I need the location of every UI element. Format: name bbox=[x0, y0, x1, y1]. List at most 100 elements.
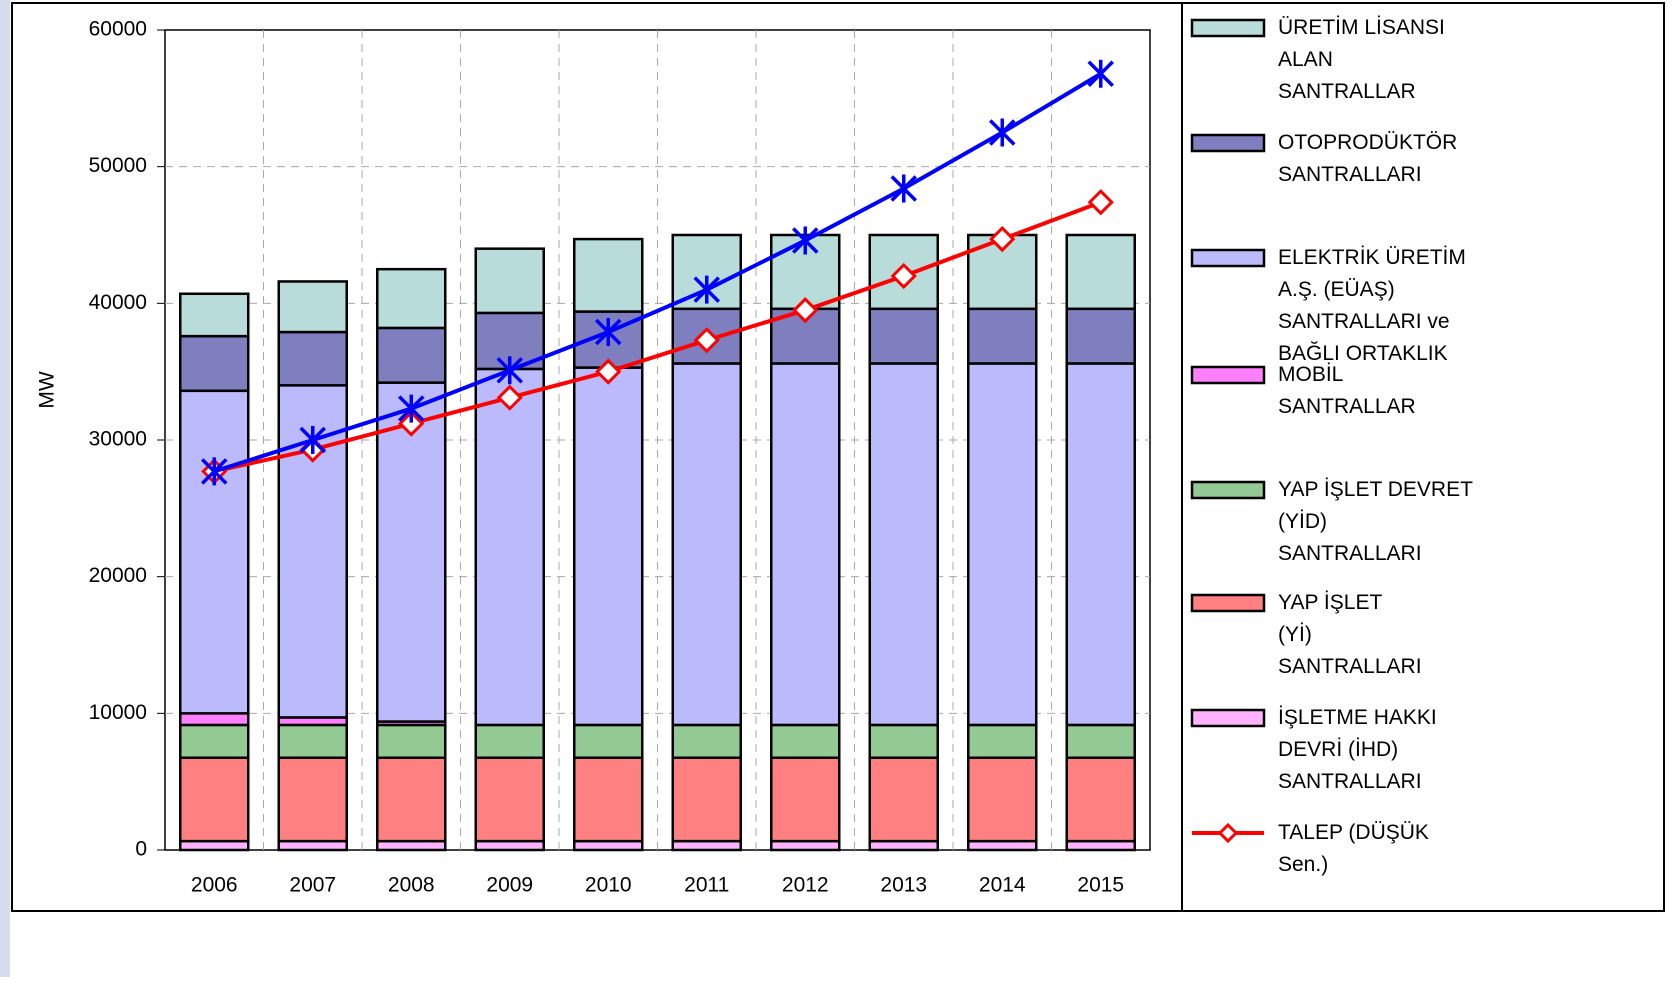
bar-segment bbox=[376, 381, 447, 723]
bar-segment bbox=[868, 756, 939, 843]
bar-segment bbox=[770, 839, 841, 852]
bar-segment bbox=[179, 389, 250, 715]
marker bbox=[989, 225, 1016, 253]
bar-segment bbox=[376, 267, 447, 330]
bar-segment bbox=[967, 362, 1038, 727]
y-tick-label: 0 bbox=[135, 838, 147, 861]
legend-label: ÜRETİM LİSANSI ALAN SANTRALLAR bbox=[1278, 16, 1445, 103]
bar-segment bbox=[376, 723, 447, 760]
x-tick-label: 2008 bbox=[388, 874, 435, 897]
marker bbox=[890, 262, 917, 290]
bar-segment bbox=[967, 723, 1038, 760]
bar-segment bbox=[277, 330, 348, 387]
bar-segment bbox=[277, 723, 348, 760]
marker bbox=[398, 410, 425, 437]
bar-segment bbox=[179, 723, 250, 760]
x-tick-label: 2013 bbox=[880, 874, 927, 897]
bar-segment bbox=[770, 723, 841, 760]
legend-swatch bbox=[1190, 365, 1266, 385]
legend-swatch bbox=[1190, 593, 1266, 613]
legend-label: MOBİL SANTRALLAR bbox=[1278, 363, 1416, 418]
marker bbox=[693, 327, 720, 354]
x-tick-label: 2014 bbox=[979, 874, 1026, 897]
legend-marker bbox=[1217, 822, 1239, 844]
bar-segment bbox=[179, 712, 250, 727]
legend-swatch bbox=[1190, 248, 1266, 268]
bar-segment bbox=[671, 756, 742, 843]
x-tick-label: 2015 bbox=[1077, 874, 1124, 897]
legend-label: İŞLETME HAKKI DEVRİ (İHD) SANTRALLARI bbox=[1278, 706, 1437, 793]
legend-swatch bbox=[1190, 133, 1266, 153]
y-tick-label: 50000 bbox=[89, 154, 147, 177]
legend-label: ELEKTRİK ÜRETİM A.Ş. (EÜAŞ) SANTRALLARI ve… bbox=[1278, 246, 1466, 365]
bar-segment bbox=[376, 756, 447, 843]
bar-segment bbox=[573, 723, 644, 760]
bar-segment bbox=[967, 756, 1038, 843]
x-tick-label: 2011 bbox=[684, 874, 729, 897]
bar-segment bbox=[1065, 723, 1136, 760]
bar-segment bbox=[868, 307, 939, 365]
bar-segment bbox=[474, 723, 545, 760]
marker bbox=[398, 394, 425, 423]
legend-label: YAP İŞLET (Yİ) SANTRALLARI bbox=[1278, 591, 1422, 678]
marker bbox=[1087, 189, 1114, 216]
x-tick-label: 2006 bbox=[191, 874, 238, 897]
bar-segment bbox=[770, 756, 841, 843]
bar-segment bbox=[671, 839, 742, 852]
bar-segment bbox=[868, 362, 939, 727]
x-tick-label: 2009 bbox=[486, 874, 533, 897]
bar-segment bbox=[573, 237, 644, 313]
x-tick-label: 2007 bbox=[289, 874, 336, 897]
marker bbox=[595, 318, 622, 347]
bar-segment bbox=[573, 756, 644, 843]
bar-segment bbox=[573, 839, 644, 852]
bar-segment bbox=[277, 280, 348, 334]
marker bbox=[496, 384, 523, 411]
x-tick-label: 2010 bbox=[585, 874, 632, 897]
bar-segment bbox=[1065, 839, 1136, 852]
bar-segment bbox=[1065, 307, 1136, 365]
legend-label: OTOPRODÜKTÖR SANTRALLARI bbox=[1278, 131, 1457, 186]
bar-segment bbox=[277, 384, 348, 719]
marker bbox=[792, 297, 819, 324]
y-tick-label: 10000 bbox=[89, 701, 147, 724]
bar-segment bbox=[179, 839, 250, 852]
x-tick-label: 2012 bbox=[782, 874, 829, 897]
bar-segment bbox=[474, 247, 545, 315]
bar-segment bbox=[770, 362, 841, 727]
marker bbox=[496, 356, 523, 385]
marker bbox=[201, 457, 228, 486]
bar-segment bbox=[474, 756, 545, 843]
legend-swatch bbox=[1190, 708, 1266, 728]
bar-segment bbox=[967, 307, 1038, 365]
y-tick-label: 30000 bbox=[89, 428, 147, 451]
legend-label: TALEP (DÜŞÜK Sen.) bbox=[1278, 821, 1429, 876]
bar-segment bbox=[277, 839, 348, 852]
bar-segment bbox=[1065, 233, 1136, 311]
bar-segment bbox=[1065, 362, 1136, 727]
y-tick-label: 20000 bbox=[89, 564, 147, 587]
line bbox=[213, 72, 1102, 474]
marker bbox=[595, 358, 622, 385]
bar-segment bbox=[967, 839, 1038, 852]
marker bbox=[693, 275, 720, 304]
bar-segment bbox=[179, 756, 250, 843]
bar-segment bbox=[474, 367, 545, 727]
line bbox=[213, 200, 1102, 474]
bar-segment bbox=[573, 366, 644, 727]
marker bbox=[989, 118, 1016, 147]
bar-segment bbox=[474, 839, 545, 852]
bar-segment bbox=[671, 723, 742, 760]
bar-segment bbox=[376, 839, 447, 852]
bar-segment bbox=[376, 326, 447, 384]
legend-swatch bbox=[1190, 18, 1266, 38]
y-tick-label: 60000 bbox=[89, 18, 147, 41]
legend-swatch bbox=[1190, 480, 1266, 500]
y-tick-label: 40000 bbox=[89, 291, 147, 314]
marker bbox=[792, 226, 819, 255]
bar-segment bbox=[868, 839, 939, 852]
y-axis-label: MW bbox=[36, 371, 59, 408]
marker bbox=[299, 426, 326, 454]
bar-segment bbox=[179, 334, 250, 393]
